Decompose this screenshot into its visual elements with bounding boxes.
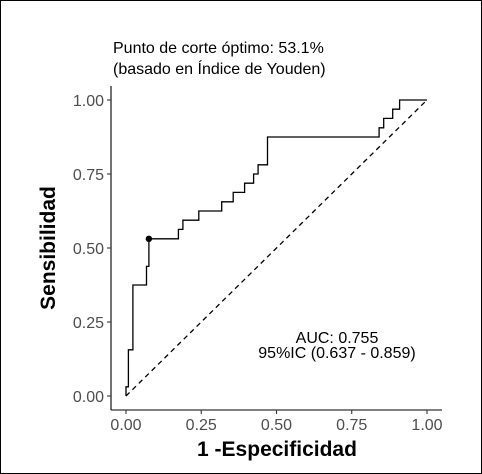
x-tick-label: 1.00 <box>411 417 442 434</box>
optimal-cutoff-point <box>145 235 153 243</box>
auc-annotation: AUC: 0.755 <box>296 330 379 347</box>
chart-subtitle: (basado en Índice de Youden) <box>113 59 326 78</box>
plot-area: 0.00 0.25 0.50 0.75 1.00 0.00 0.25 0.50 0.75 1.00 <box>73 86 443 434</box>
x-tick-label: 0.25 <box>186 417 217 434</box>
ci-annotation: 95%IC (0.637 - 0.859) <box>258 345 415 362</box>
roc-curve-line <box>125 99 427 396</box>
y-tick-label: 1.00 <box>73 93 104 110</box>
chart-title: Punto de corte óptimo: 53.1% <box>113 40 324 57</box>
x-tick-label: 0.50 <box>261 417 292 434</box>
y-tick-label: 0.50 <box>73 241 104 258</box>
y-axis-title: Sensibilidad <box>37 186 60 310</box>
y-tick-label: 0.00 <box>73 389 104 406</box>
y-tick-label: 0.25 <box>73 315 104 332</box>
x-axis-title: 1 -Especificidad <box>197 438 357 461</box>
reference-diagonal-line <box>125 99 428 397</box>
y-tick-label: 0.75 <box>73 167 104 184</box>
x-tick-label: 0.00 <box>110 417 141 434</box>
x-tick-label: 0.75 <box>336 417 367 434</box>
